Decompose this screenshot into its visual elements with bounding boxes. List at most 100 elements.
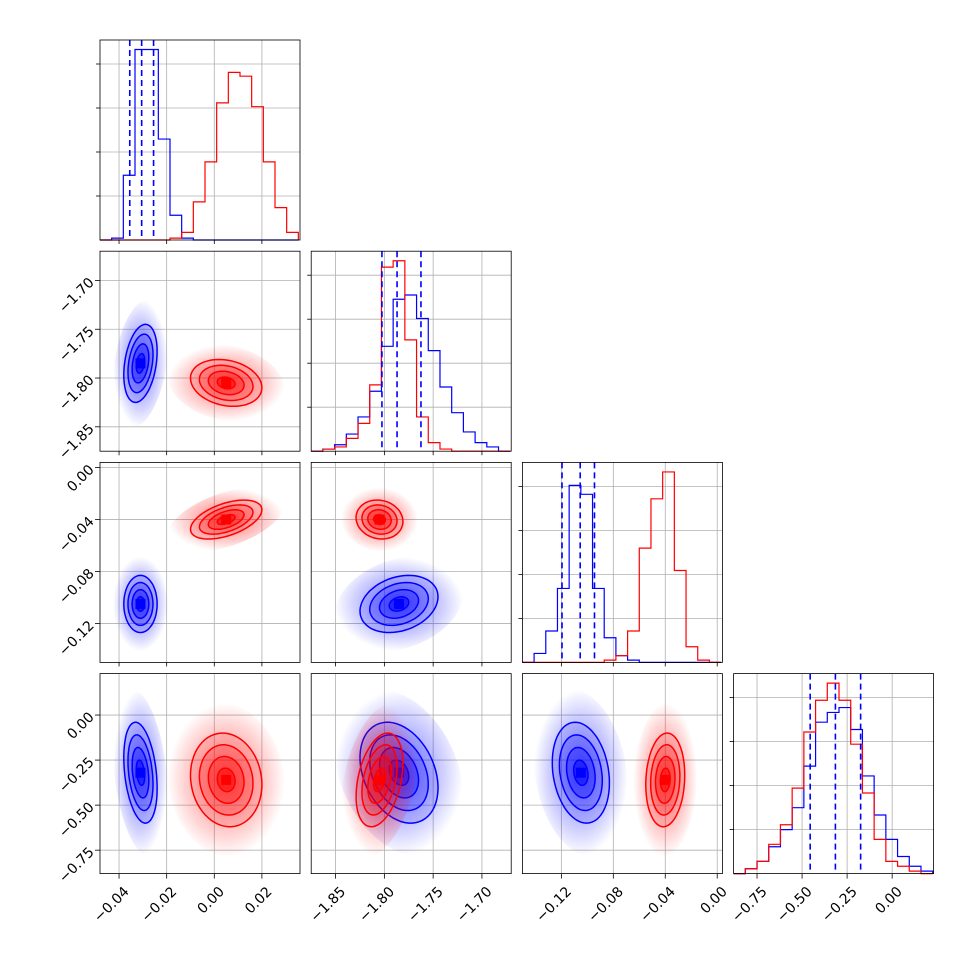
x-tick-label: −0.25 <box>819 884 861 926</box>
y-tick-label: −0.75 <box>56 845 98 887</box>
contour-blue <box>135 759 146 787</box>
x-tick-label: −0.04 <box>91 884 133 926</box>
scatter-panel-0-3-frame <box>99 673 301 874</box>
histogram-panel-2-frame <box>522 461 723 663</box>
contour-blue <box>131 588 150 619</box>
contour-blue <box>572 759 589 787</box>
density-peak-red <box>374 774 385 785</box>
contour-red <box>216 376 236 390</box>
y-tick-label: −0.08 <box>56 566 98 608</box>
y-tick-label: −1.75 <box>56 324 98 366</box>
contour-blue <box>127 581 154 627</box>
contour-blue <box>127 734 154 812</box>
x-tick-label: −1.75 <box>405 884 447 926</box>
contour-red <box>207 509 245 531</box>
contour-red <box>198 364 254 402</box>
contour-red <box>198 504 254 535</box>
contour-red <box>649 744 681 816</box>
contour-red <box>207 755 245 805</box>
density-peak-red <box>374 514 385 525</box>
contour-blue <box>368 581 430 627</box>
histogram-panel-0 <box>96 39 301 241</box>
contour-blue <box>388 596 410 612</box>
contour-red <box>355 732 404 828</box>
x-tick-label: −1.80 <box>356 884 398 926</box>
histogram-red-2 <box>522 471 722 663</box>
density-peak-blue <box>394 598 405 609</box>
density-peak-red <box>221 774 232 785</box>
y-tick-label: −1.85 <box>56 421 98 463</box>
histogram-panel-3-frame <box>733 673 934 874</box>
contour-red <box>654 755 676 805</box>
y-tick-label: −0.50 <box>56 799 98 841</box>
histogram-panel-1 <box>307 250 512 452</box>
y-tick-label: 0.00 <box>64 709 97 742</box>
x-tick-label: −1.85 <box>308 884 350 926</box>
histogram-panel-1-frame <box>310 250 512 452</box>
density-peak-red <box>221 514 232 525</box>
x-tick-label: −0.04 <box>637 884 679 926</box>
density-peak-blue <box>135 767 146 778</box>
contour-red <box>645 732 686 828</box>
x-tick-label: −0.02 <box>139 884 181 926</box>
contour-blue <box>123 721 158 824</box>
histogram-red-1 <box>311 260 511 452</box>
y-tick-label: −0.12 <box>56 618 98 660</box>
x-tick-label: −0.50 <box>774 884 816 926</box>
contour-blue <box>551 721 611 824</box>
histogram-blue-1 <box>311 294 511 452</box>
x-tick-label: 0.00 <box>697 884 730 917</box>
density-peak-blue <box>135 598 146 609</box>
contour-red <box>367 509 392 531</box>
scatter-panel-1-2-frame <box>310 461 512 663</box>
histogram-panel-2 <box>518 461 723 663</box>
scatter-panel-2-3 <box>522 673 723 874</box>
contour-blue <box>127 333 154 394</box>
contour-blue <box>378 588 420 619</box>
contour-blue <box>123 323 158 404</box>
density-peak-blue <box>135 358 146 369</box>
scatter-panel-1-2 <box>310 461 512 663</box>
x-tick-label: 0.02 <box>242 884 275 917</box>
scatter-panel-0-2 <box>99 461 301 663</box>
histogram-panel-3 <box>729 673 934 875</box>
contour-red <box>355 499 404 540</box>
y-tick-label: 0.00 <box>64 462 97 495</box>
scatter-panel-0-3 <box>99 673 301 874</box>
contour-red <box>361 504 398 535</box>
scatter-panel-0-1-frame <box>99 250 301 452</box>
scatter-panel-1-3 <box>310 673 512 874</box>
scatter-panel-0-2-frame <box>99 461 301 663</box>
contour-red <box>189 732 263 828</box>
contour-blue <box>123 574 158 634</box>
contour-blue <box>131 746 150 799</box>
histogram-panel-0-frame <box>99 39 301 241</box>
scatter-panel-2-3-frame <box>522 673 723 874</box>
contour-red <box>216 767 236 793</box>
contour-blue <box>359 574 439 634</box>
x-tick-label: −0.75 <box>729 884 771 926</box>
contour-red <box>367 755 392 805</box>
scatter-panel-1-3-frame <box>310 673 512 874</box>
x-tick-label: 0.00 <box>195 884 228 917</box>
histogram-red-3 <box>733 682 933 875</box>
y-tick-label: −1.80 <box>56 372 98 414</box>
x-tick-label: −1.70 <box>454 884 496 926</box>
contour-red <box>361 744 398 816</box>
contour-red <box>189 499 263 540</box>
contour-blue <box>131 343 150 384</box>
density-peak-blue <box>575 767 586 778</box>
contour-blue <box>565 746 596 799</box>
y-tick-label: −1.70 <box>56 275 98 317</box>
y-tick-label: −0.25 <box>56 754 98 796</box>
density-peak-red <box>660 774 671 785</box>
x-tick-label: 0.00 <box>872 884 905 917</box>
scatter-panel-0-1 <box>99 250 301 452</box>
y-tick-label: −0.04 <box>56 514 98 556</box>
x-tick-label: −0.12 <box>533 884 575 926</box>
contour-red <box>372 767 387 793</box>
histogram-blue-2 <box>522 484 722 663</box>
contour-red <box>189 358 263 408</box>
contour-blue <box>558 734 604 812</box>
